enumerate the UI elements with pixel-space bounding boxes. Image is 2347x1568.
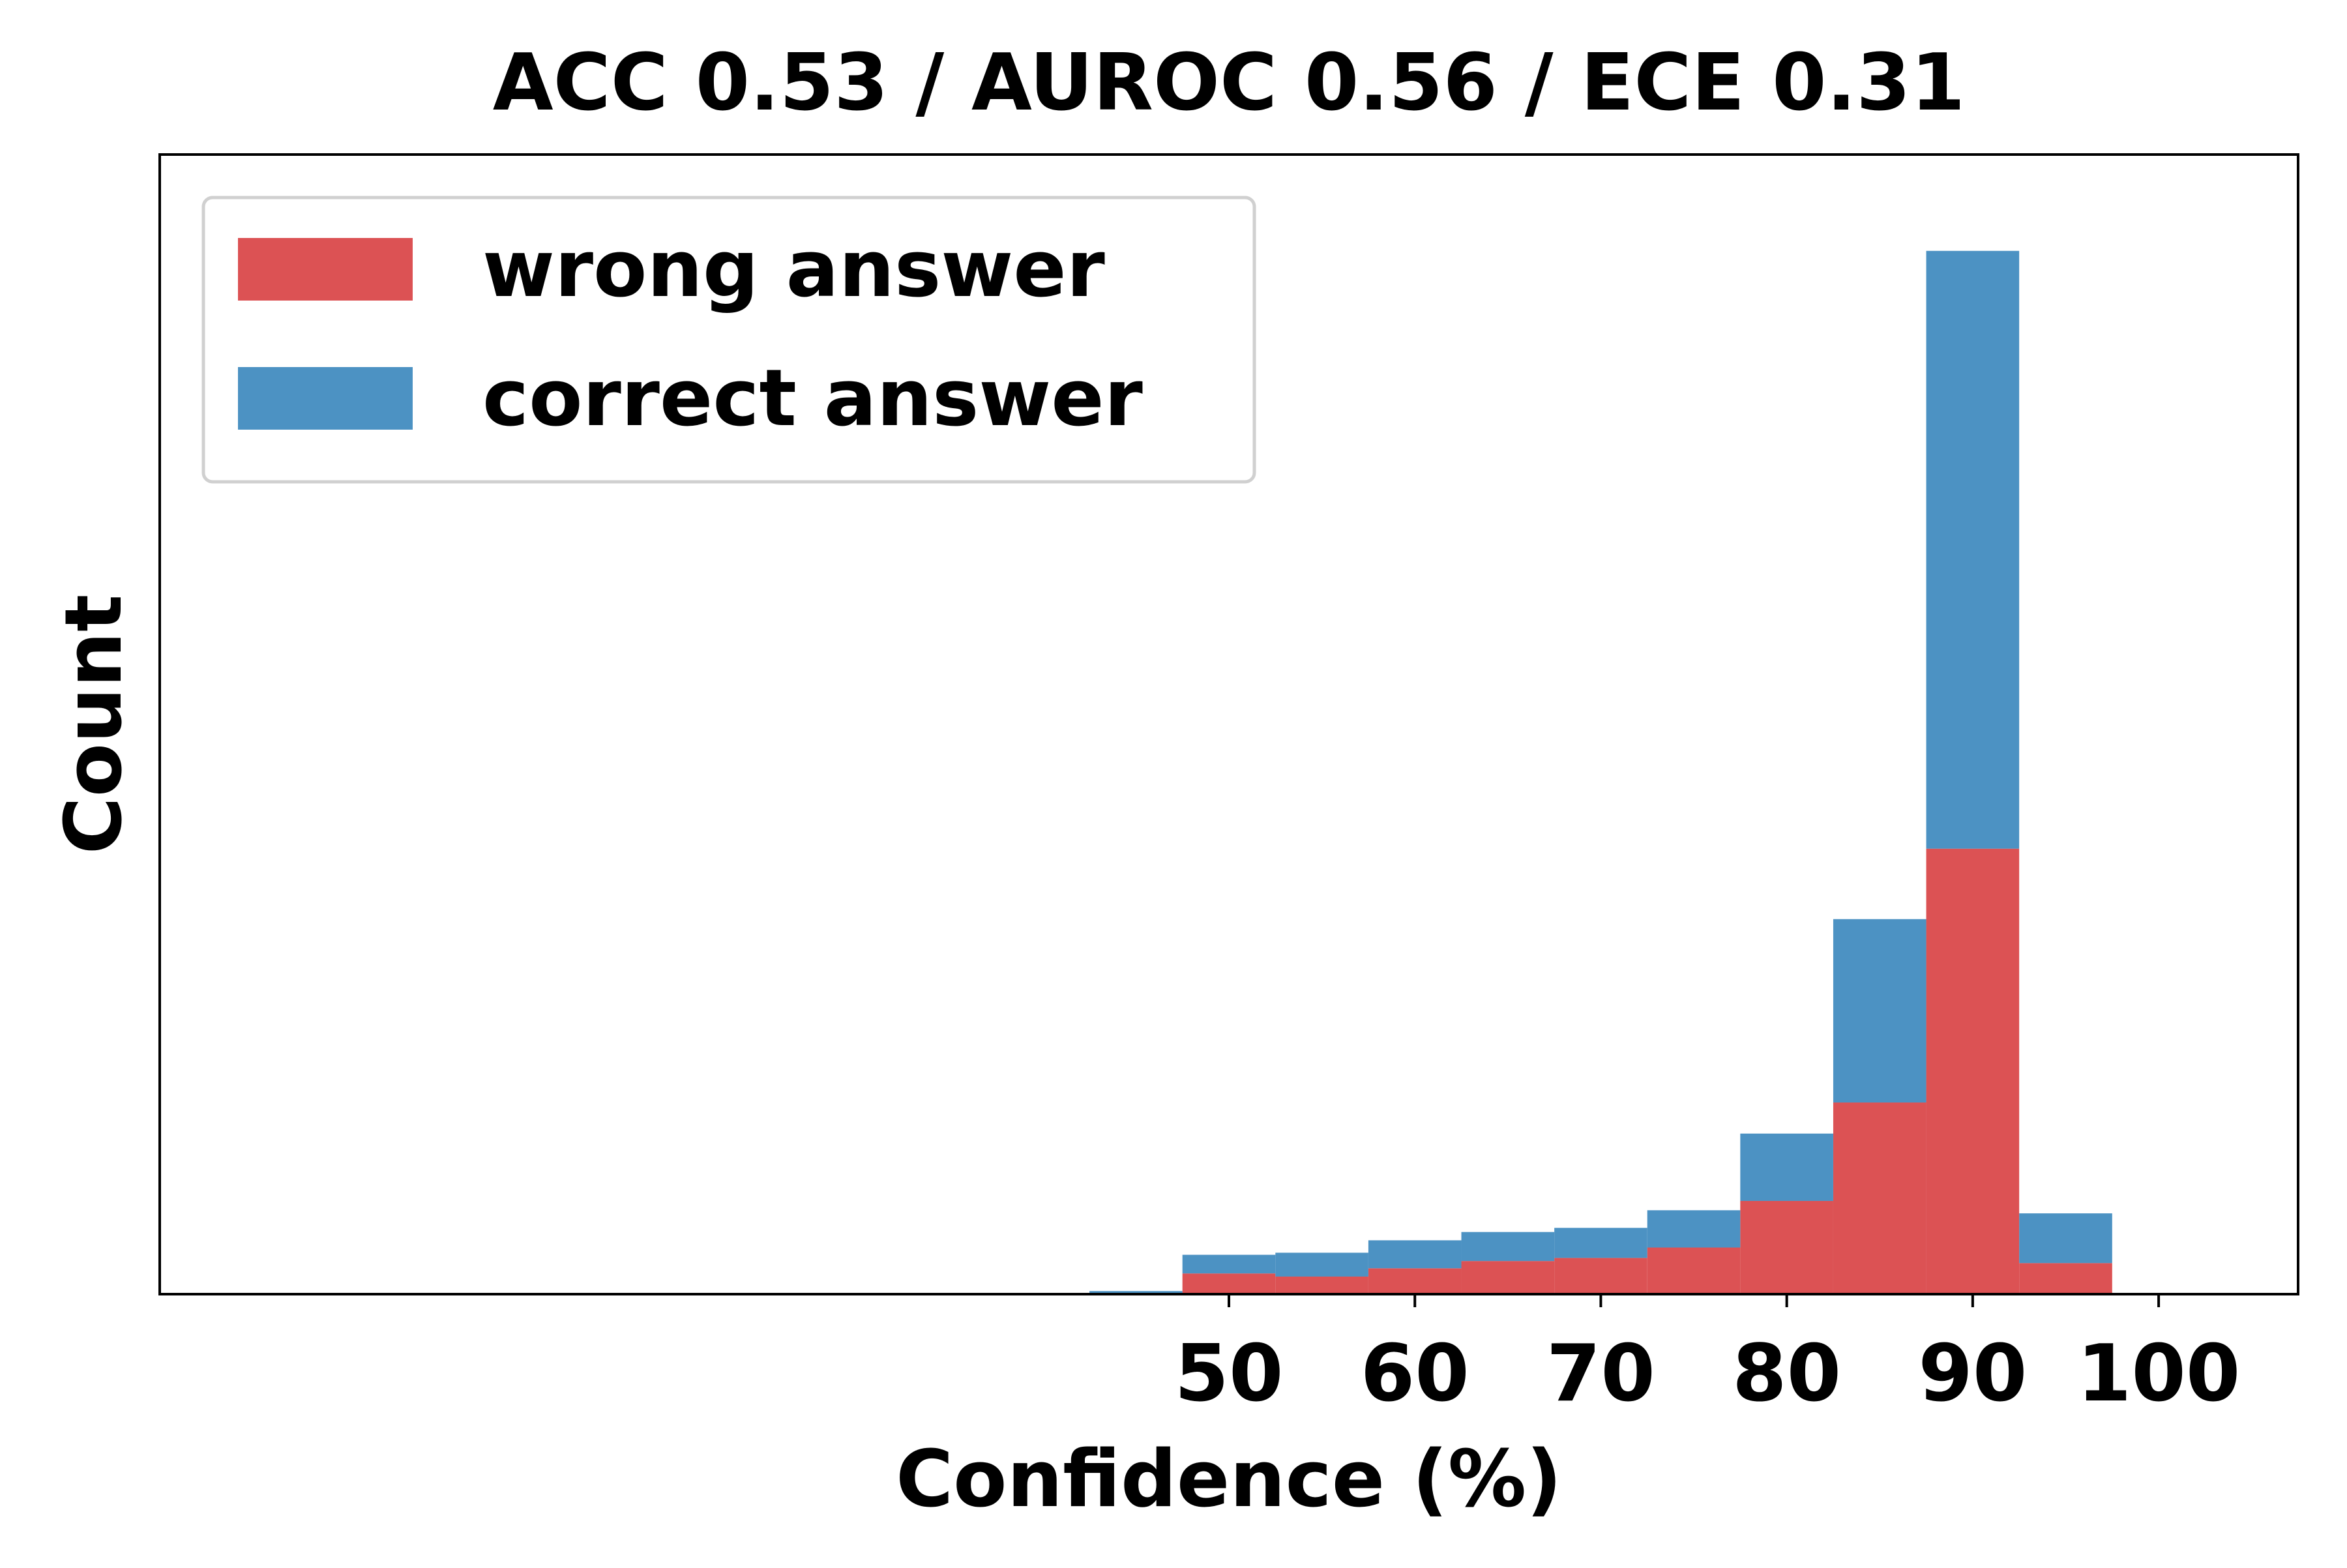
bar-wrong-85 [1833, 1102, 1926, 1294]
x-tick-label-80: 80 [1732, 1329, 1841, 1419]
bar-wrong-95 [2019, 1263, 2112, 1294]
chart-title: ACC 0.53 / AUROC 0.56 / ECE 0.31 [493, 38, 1965, 128]
legend-swatch-wrong [238, 238, 413, 301]
x-axis-ticks: 50 60 70 80 90 100 [1175, 1294, 2241, 1419]
x-tick-label-90: 90 [1918, 1329, 2027, 1419]
x-tick-label-70: 70 [1546, 1329, 1655, 1419]
bar-correct-85 [1833, 919, 1926, 1103]
bars-layer [1089, 250, 2112, 1294]
bar-wrong-65 [1461, 1261, 1555, 1294]
bar-correct-70 [1554, 1228, 1647, 1258]
bar-correct-80 [1740, 1133, 1833, 1201]
bar-wrong-70 [1554, 1258, 1647, 1294]
x-tick-label-60: 60 [1361, 1329, 1469, 1419]
x-tick-label-50: 50 [1175, 1329, 1284, 1419]
bar-correct-95 [2019, 1213, 2112, 1264]
bar-wrong-50 [1182, 1273, 1276, 1294]
bar-correct-75 [1647, 1210, 1741, 1248]
legend-label-wrong: wrong answer [482, 224, 1105, 315]
bar-wrong-60 [1368, 1268, 1462, 1294]
bar-wrong-75 [1647, 1247, 1741, 1294]
legend-box [201, 196, 1256, 484]
bar-wrong-90 [1926, 848, 2020, 1294]
y-axis-label: Count [49, 595, 140, 855]
bar-correct-65 [1461, 1232, 1555, 1262]
bar-correct-50 [1182, 1254, 1276, 1274]
bar-correct-60 [1368, 1240, 1462, 1269]
bar-wrong-80 [1740, 1200, 1833, 1294]
x-tick-label-100: 100 [2077, 1329, 2241, 1419]
legend-swatch-correct [238, 367, 413, 430]
legend-label-correct: correct answer [482, 353, 1143, 444]
bar-correct-45 [1089, 1291, 1183, 1294]
bar-wrong-55 [1275, 1276, 1368, 1294]
x-axis-label: Confidence (%) [896, 1434, 1562, 1525]
bar-correct-55 [1275, 1252, 1368, 1277]
legend: wrong answer correct answer [201, 196, 1256, 484]
bar-correct-90 [1926, 250, 2020, 849]
